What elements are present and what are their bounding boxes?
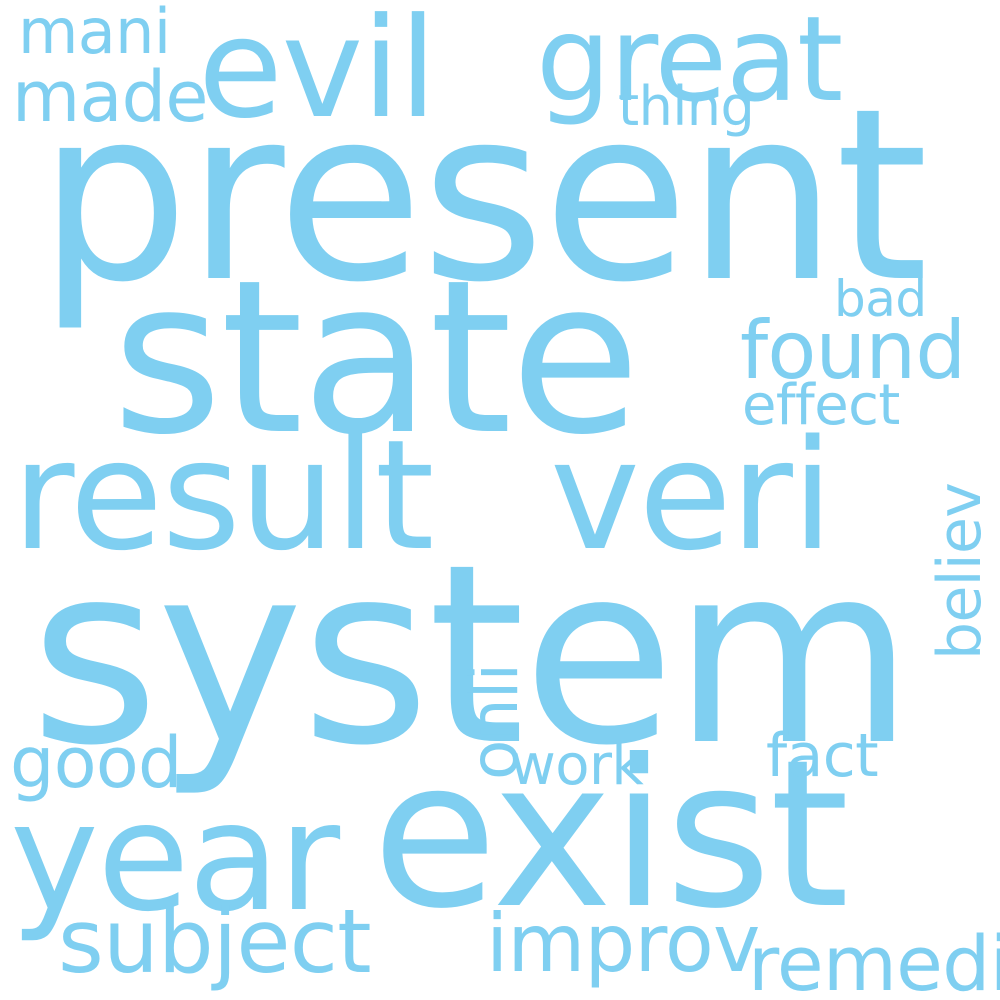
word-found: found [740,304,966,397]
word-year: year [10,771,340,945]
word-mani: mani [18,0,171,68]
word-improv: improv [486,897,760,990]
word-good: good [10,722,182,804]
word-effect: effect [742,373,900,438]
word-believ: believ [925,482,995,660]
word-remedi: remedi [748,919,1000,1000]
word-bad: bad [834,270,927,328]
word-subject: subject [58,890,372,993]
word-evil: evil [198,0,437,149]
word-system: system [30,512,914,800]
word-result: result [12,407,434,584]
word-work: work [510,733,644,798]
word-great: great [536,0,843,128]
word-thing: thing [618,75,755,138]
word-fact: fact [766,721,879,791]
word-present: present [38,58,928,335]
word-made: made [12,56,208,138]
word-exist: exist [372,717,849,954]
word-state: state [112,234,641,481]
word-onli: onli [456,663,533,780]
word-veri: veri [550,407,834,584]
